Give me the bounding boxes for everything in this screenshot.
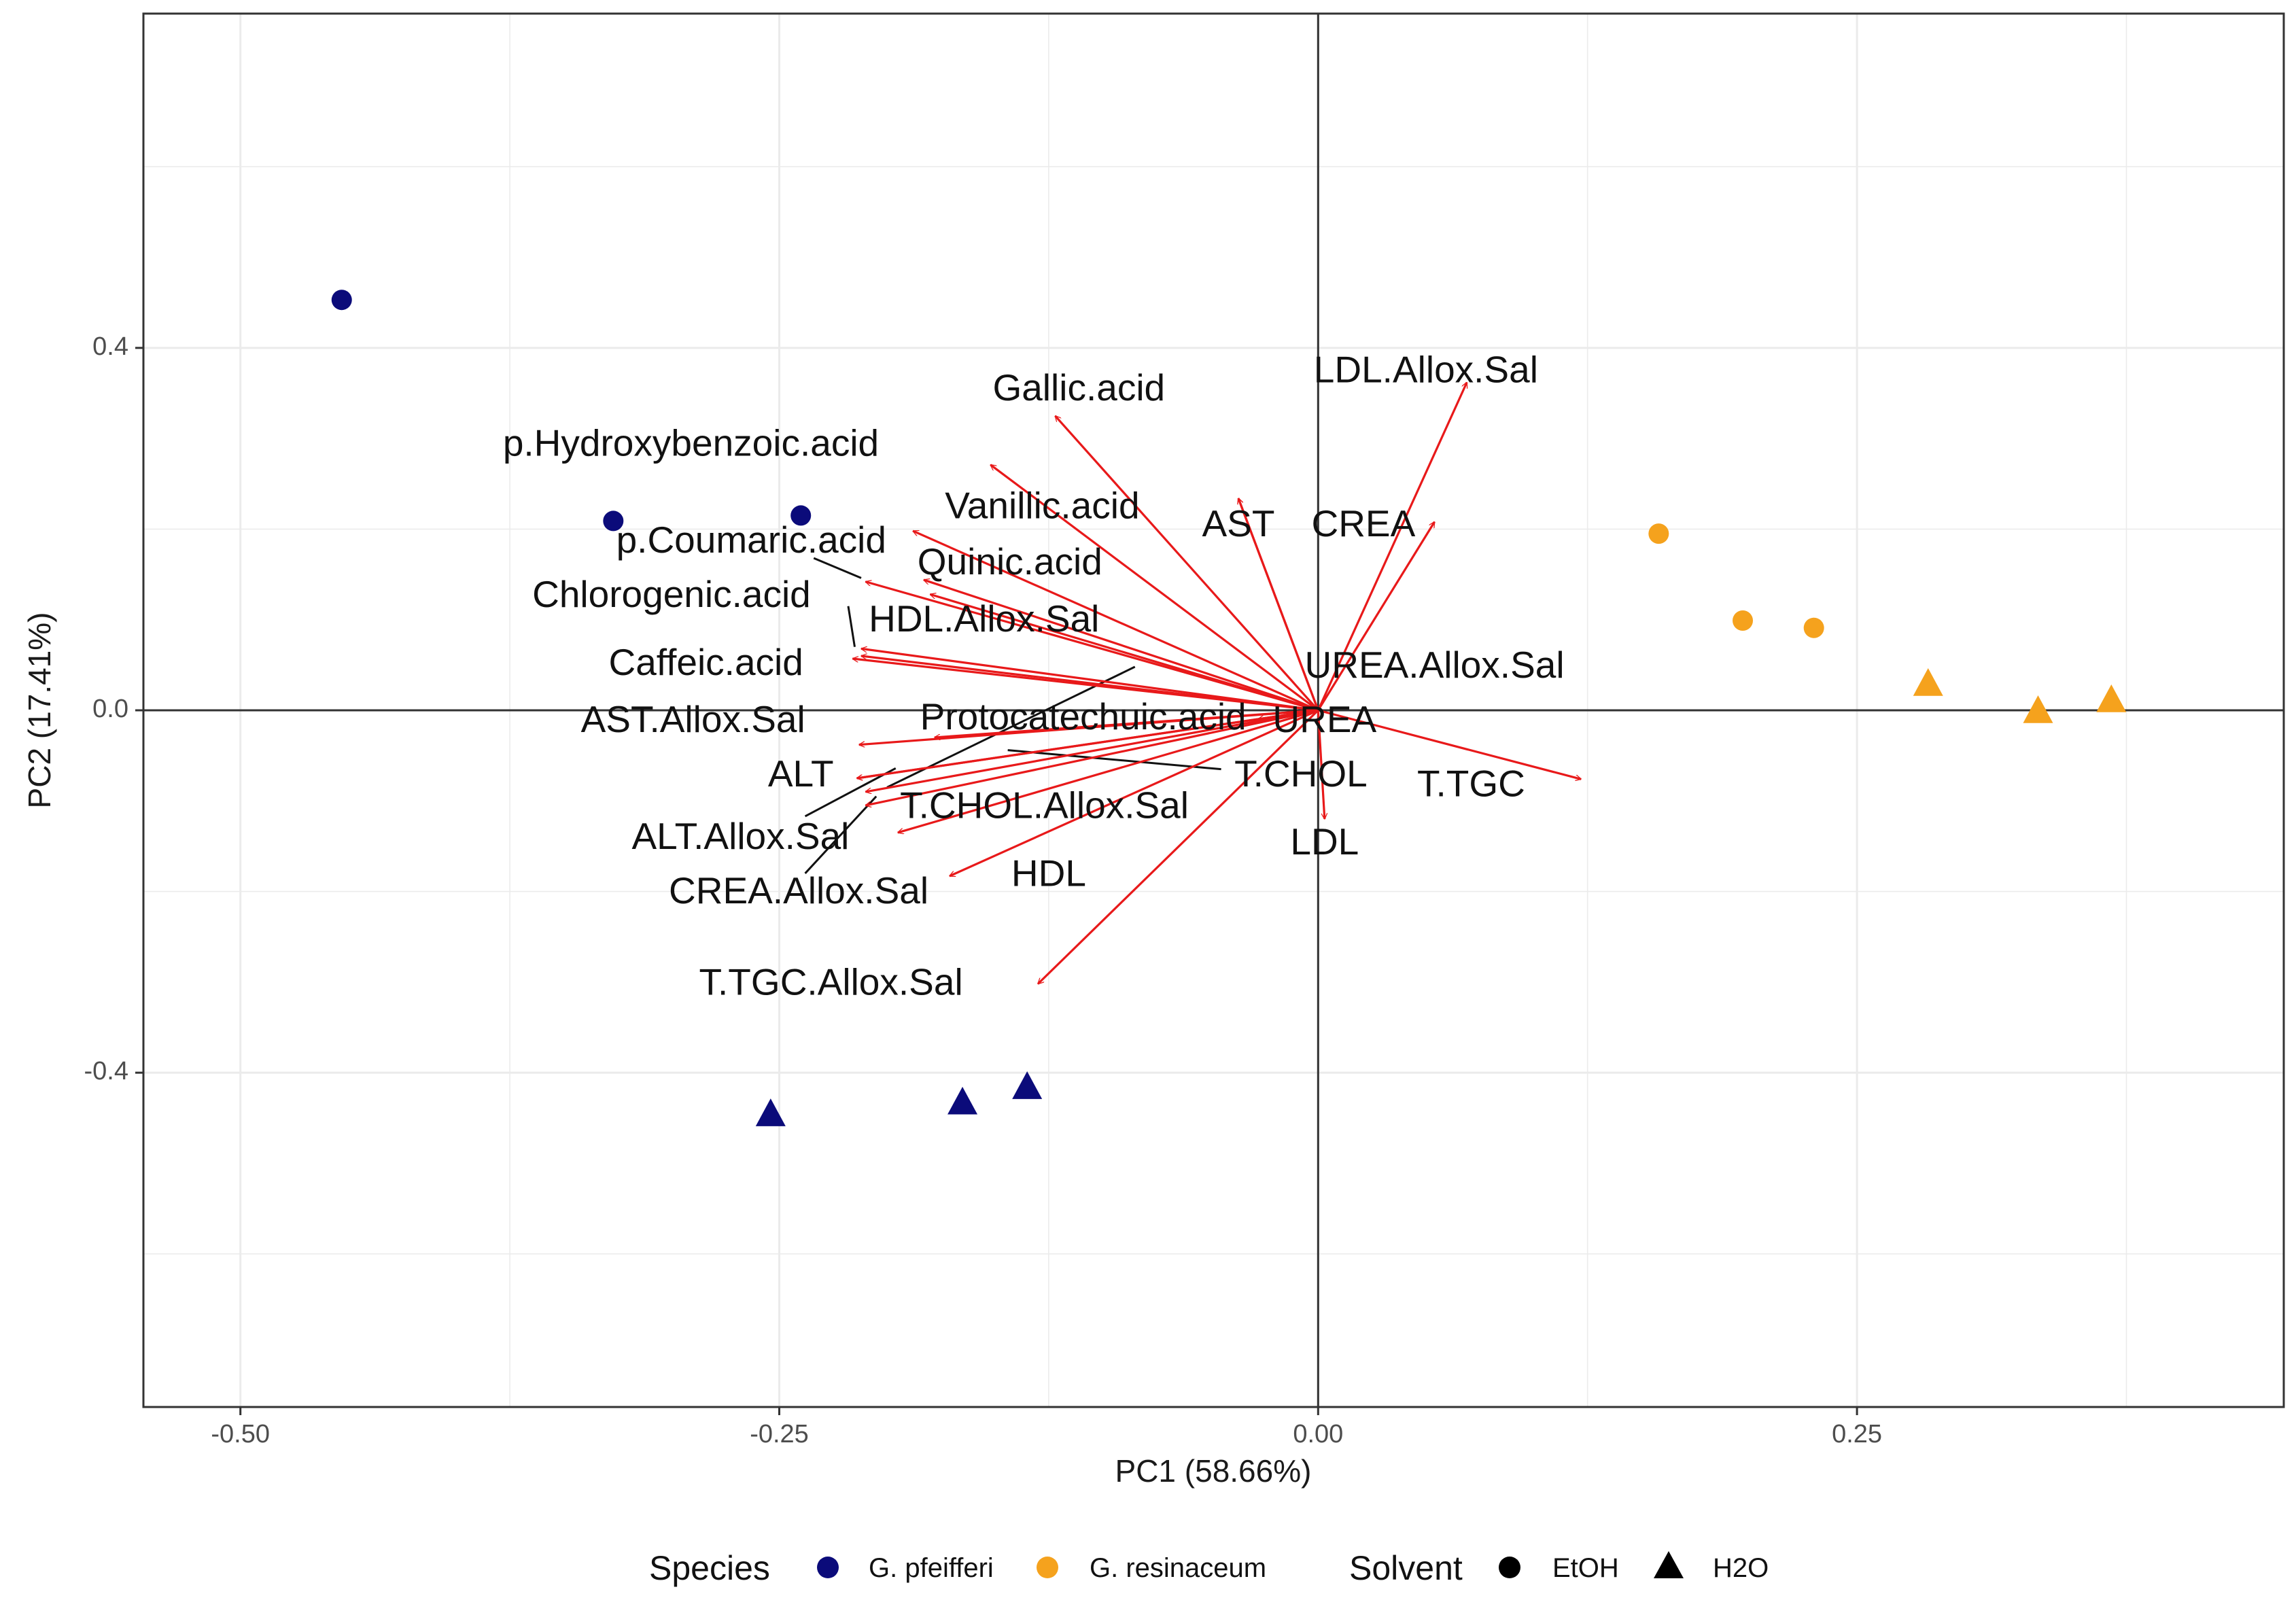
arrow-caffeic-acid <box>861 648 1319 712</box>
point-g-pfeifferi-h2o-9 <box>1012 1071 1043 1099</box>
legend-key-h2o <box>1654 1551 1684 1578</box>
arrow-p-hydroxybenzoic-acid <box>990 464 1319 712</box>
leader-alt-allox-sal <box>804 767 897 818</box>
point-g-resinaceum-h2o-11 <box>2023 695 2053 723</box>
point-g-resinaceum-etoh-4 <box>1648 523 1669 544</box>
arrow-alt <box>857 709 1319 778</box>
label-ldl-allox-sal: LDL.Allox.Sal <box>1314 348 1538 390</box>
label-chlorogenic-acid: Chlorogenic.acid <box>532 573 811 615</box>
label-crea-allox-sal: CREA.Allox.Sal <box>669 869 928 911</box>
arrow-alt-allox-sal <box>865 709 1319 805</box>
label-ldl: LDL <box>1290 820 1359 863</box>
x-tick-label: 0.25 <box>1832 1420 1882 1448</box>
arrow-quinic-acid <box>924 580 1319 712</box>
y-axis-ticks: -0.4 0.0 0.4 <box>84 332 143 1085</box>
label-urea: UREA <box>1272 698 1376 740</box>
leader-chlorogenic-acid <box>847 606 856 647</box>
point-g-pfeifferi-etoh-2 <box>603 510 624 532</box>
label-vanillic-acid: Vanillic.acid <box>945 484 1139 526</box>
leader-p-coumaric-acid <box>813 557 862 579</box>
label-crea: CREA <box>1311 502 1415 544</box>
arrow-ldl-allox-sal <box>1317 382 1468 711</box>
label-hdl-allox-sal: HDL.Allox.Sal <box>869 597 1099 640</box>
y-tick-label: -0.4 <box>84 1057 128 1085</box>
leader-t-chol <box>1007 749 1221 771</box>
legend-key-etoh <box>1499 1557 1520 1578</box>
x-axis-title: PC1 (58.66%) <box>1115 1453 1312 1489</box>
leader-crea-allox-sal <box>804 795 877 874</box>
y-tick-label: 0.4 <box>92 332 128 361</box>
legend-key-g-resinaceum <box>1037 1557 1058 1578</box>
label-quinic-acid: Quinic.acid <box>918 540 1102 583</box>
arrow-p-coumaric-acid <box>913 529 1319 712</box>
label-caffeic-acid: Caffeic.acid <box>608 641 803 683</box>
point-g-pfeifferi-etoh-1 <box>331 290 352 311</box>
arrow-ast <box>1238 498 1319 711</box>
arrow-protocatechuic-acid <box>935 709 1319 737</box>
label-t-tgc: T.TGC <box>1417 762 1525 804</box>
label-alt: ALT <box>768 752 834 795</box>
point-g-resinaceum-h2o-12 <box>2096 684 2127 712</box>
arrow-crea-allox-sal <box>898 709 1319 833</box>
point-g-pfeifferi-etoh-3 <box>790 505 812 526</box>
grid-lines <box>143 14 2284 1407</box>
arrow-urea-allox-sal <box>852 659 1319 712</box>
point-g-pfeifferi-h2o-8 <box>947 1086 978 1115</box>
arrow-hdl <box>950 709 1319 878</box>
legend-label-h2o: H2O <box>1713 1553 1769 1583</box>
label-protocatechuic-acid: Protocatechuic.acid <box>920 695 1247 737</box>
arrow-t-tgc <box>1317 709 1581 779</box>
arrow-ldl <box>1317 710 1325 819</box>
y-axis-title: PC2 (17.41%) <box>22 612 57 809</box>
label-gallic-acid: Gallic.acid <box>992 366 1165 409</box>
label-t-chol-allox-sal: T.CHOL.Allox.Sal <box>900 784 1189 826</box>
label-t-chol: T.CHOL <box>1234 752 1368 795</box>
legend-label-etoh: EtOH <box>1552 1553 1619 1583</box>
arrow-t-chol-allox-sal <box>865 709 1319 792</box>
arrow-t-tgc-allox-sal <box>1038 709 1319 984</box>
legend-label-g-pfeifferi: G. pfeifferi <box>869 1553 994 1583</box>
label-p-hydroxybenzoic-acid: p.Hydroxybenzoic.acid <box>503 421 879 464</box>
legend-key-g-pfeifferi <box>817 1557 839 1578</box>
point-g-resinaceum-etoh-6 <box>1803 617 1824 638</box>
x-tick-label: -0.25 <box>750 1420 809 1448</box>
legend-species-title: Species <box>649 1549 770 1587</box>
point-g-resinaceum-h2o-10 <box>1913 668 1943 696</box>
point-g-pfeifferi-h2o-7 <box>755 1098 786 1126</box>
legend-label-g-resinaceum: G. resinaceum <box>1090 1553 1266 1583</box>
x-tick-label: -0.50 <box>211 1420 270 1448</box>
loading-labels: Gallic.acid LDL.Allox.Sal p.Hydroxybenzoic… <box>503 348 1565 1003</box>
arrow-crea <box>1317 522 1436 711</box>
loading-arrows <box>852 382 1581 984</box>
label-t-tgc-allox-sal: T.TGC.Allox.Sal <box>699 960 963 1003</box>
x-axis-ticks: -0.50 -0.25 0.00 0.25 <box>211 1407 1882 1448</box>
arrow-hdl-allox-sal <box>930 594 1319 712</box>
sample-points <box>331 290 2127 1126</box>
arrow-gallic-acid <box>1055 416 1319 712</box>
y-tick-label: 0.0 <box>92 695 128 723</box>
x-tick-label: 0.00 <box>1293 1420 1343 1448</box>
label-hdl: HDL <box>1011 852 1086 894</box>
label-alt-allox-sal: ALT.Allox.Sal <box>631 815 849 857</box>
label-p-coumaric-acid: p.Coumaric.acid <box>616 519 886 561</box>
label-ast-allox-sal: AST.Allox.Sal <box>581 698 805 740</box>
point-g-resinaceum-etoh-5 <box>1733 610 1754 631</box>
legend-solvent-title: Solvent <box>1349 1549 1463 1587</box>
label-urea-allox-sal: UREA.Allox.Sal <box>1305 644 1565 686</box>
legend: Species G. pfeifferi G. resinaceum Solve… <box>649 1549 1769 1587</box>
label-ast: AST <box>1202 502 1274 544</box>
